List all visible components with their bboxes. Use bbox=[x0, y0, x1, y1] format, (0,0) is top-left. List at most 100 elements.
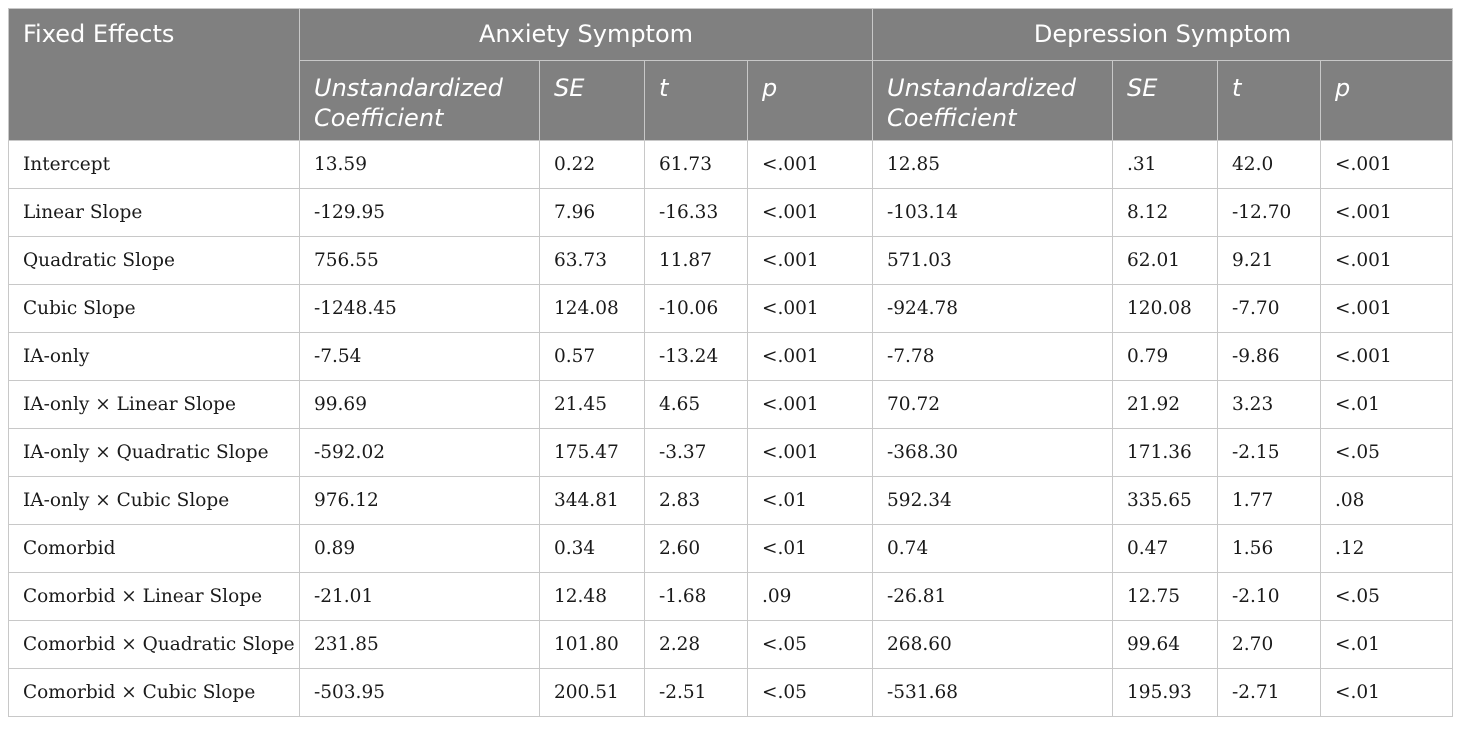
table-row: Quadratic Slope 756.55 63.73 11.87 <.001 571.… bbox=[8, 236, 1454, 285]
table-cell: 976.12 bbox=[299, 476, 540, 525]
table-cell: 0.74 bbox=[872, 524, 1114, 573]
table-cell: 61.73 bbox=[644, 140, 748, 189]
table-cell: 12.48 bbox=[539, 572, 645, 621]
row-label: IA-only × Cubic Slope bbox=[8, 476, 300, 525]
table-cell: 70.72 bbox=[872, 380, 1114, 429]
table-cell: -103.14 bbox=[872, 188, 1114, 237]
table-cell: 231.85 bbox=[299, 620, 540, 669]
table-cell: 2.28 bbox=[644, 620, 748, 669]
table-row: Comorbid × Cubic Slope -503.95 200.51 -2.51… bbox=[8, 668, 1454, 717]
table-cell: 0.47 bbox=[1112, 524, 1219, 573]
table-cell: <.001 bbox=[1320, 188, 1454, 237]
table-cell: -531.68 bbox=[872, 668, 1114, 717]
table-cell: <.001 bbox=[746, 284, 874, 333]
table-cell: 171.36 bbox=[1112, 428, 1219, 477]
table-cell: 7.96 bbox=[539, 188, 645, 237]
anxiety-symptom-header: Anxiety Symptom bbox=[298, 8, 874, 61]
table-cell: 21.45 bbox=[539, 380, 645, 429]
anxiety-se-header: SE bbox=[539, 60, 645, 141]
table-cell: <.001 bbox=[746, 188, 874, 237]
fixed-effects-table: Fixed Effects Anxiety Symptom Depression… bbox=[8, 8, 1454, 717]
table-cell: -13.24 bbox=[644, 332, 748, 381]
table-row: Cubic Slope -1248.45 124.08 -10.06 <.001 -924… bbox=[8, 284, 1454, 333]
table-cell: 335.65 bbox=[1112, 476, 1219, 525]
table-cell: -2.51 bbox=[644, 668, 748, 717]
table-cell: 12.75 bbox=[1112, 572, 1219, 621]
table-cell: -1248.45 bbox=[299, 284, 540, 333]
table-cell: -2.71 bbox=[1217, 668, 1322, 717]
table-cell: -3.37 bbox=[644, 428, 748, 477]
table-cell: 0.22 bbox=[539, 140, 645, 189]
table-cell: -129.95 bbox=[299, 188, 540, 237]
anxiety-p-header: p bbox=[746, 60, 874, 141]
table-cell: -26.81 bbox=[872, 572, 1114, 621]
row-label: Quadratic Slope bbox=[8, 236, 300, 285]
table-cell: 21.92 bbox=[1112, 380, 1219, 429]
table-cell: <.001 bbox=[1320, 332, 1454, 381]
table-row: IA-only × Cubic Slope 976.12 344.81 2.83 <.0… bbox=[8, 476, 1454, 525]
table-cell: 11.87 bbox=[644, 236, 748, 285]
table-cell: <.05 bbox=[746, 668, 874, 717]
table-cell: <.001 bbox=[746, 140, 874, 189]
table-cell: 195.93 bbox=[1112, 668, 1219, 717]
table-cell: -10.06 bbox=[644, 284, 748, 333]
table-cell: 268.60 bbox=[872, 620, 1114, 669]
table-cell: 62.01 bbox=[1112, 236, 1219, 285]
row-label: Linear Slope bbox=[8, 188, 300, 237]
depression-p-header: p bbox=[1320, 60, 1454, 141]
table-cell: <.001 bbox=[1320, 140, 1454, 189]
table-cell: <.01 bbox=[746, 476, 874, 525]
row-label: Comorbid × Quadratic Slope bbox=[8, 620, 300, 669]
table-cell: <.05 bbox=[1320, 572, 1454, 621]
table-cell: -16.33 bbox=[644, 188, 748, 237]
table-cell: .09 bbox=[746, 572, 874, 621]
table-cell: 42.0 bbox=[1217, 140, 1322, 189]
table-row: IA-only × Quadratic Slope -592.02 175.47 -3… bbox=[8, 428, 1454, 477]
anxiety-coefficient-header: Unstandardized Coefficient bbox=[299, 60, 540, 141]
table-cell: 12.85 bbox=[872, 140, 1114, 189]
table-row: Intercept 13.59 0.22 61.73 <.001 12.85.31 42.0… bbox=[8, 140, 1454, 189]
table-cell: <.05 bbox=[1320, 428, 1454, 477]
table-cell: 99.64 bbox=[1112, 620, 1219, 669]
table-cell: 99.69 bbox=[299, 380, 540, 429]
table-row: Comorbid 0.89 0.34 2.60 <.01 0.74 0.47 1.56.12 bbox=[8, 524, 1454, 573]
table-cell: 101.80 bbox=[539, 620, 645, 669]
table-cell: 756.55 bbox=[299, 236, 540, 285]
fixed-effects-header: Fixed Effects bbox=[8, 8, 300, 141]
row-label: Comorbid × Cubic Slope bbox=[8, 668, 300, 717]
row-label: IA-only bbox=[8, 332, 300, 381]
table-cell: 2.83 bbox=[644, 476, 748, 525]
table-cell: 200.51 bbox=[539, 668, 645, 717]
depression-coefficient-header: Unstandardized Coefficient bbox=[872, 60, 1114, 141]
anxiety-t-header: t bbox=[644, 60, 748, 141]
row-label: Cubic Slope bbox=[8, 284, 300, 333]
table-cell: <.001 bbox=[746, 428, 874, 477]
row-label: Comorbid × Linear Slope bbox=[8, 572, 300, 621]
table-row: Comorbid × Quadratic Slope 231.85 101.80 2.… bbox=[8, 620, 1454, 669]
table-cell: -924.78 bbox=[872, 284, 1114, 333]
table-cell: 8.12 bbox=[1112, 188, 1219, 237]
header-row-groups: Fixed Effects Anxiety Symptom Depression… bbox=[8, 8, 1454, 141]
table-cell: <.001 bbox=[1320, 284, 1454, 333]
table-row: Linear Slope -129.95 7.96 -16.33 <.001 -103.1… bbox=[8, 188, 1454, 237]
table-cell: 13.59 bbox=[299, 140, 540, 189]
table-cell: 1.77 bbox=[1217, 476, 1322, 525]
table-cell: 0.89 bbox=[299, 524, 540, 573]
header-row-subcolumns: Unstandardized Coefficient SE t p Unstan… bbox=[9, 60, 1454, 141]
table-cell: <.01 bbox=[746, 524, 874, 573]
table-cell: -21.01 bbox=[299, 572, 540, 621]
row-label: IA-only × Quadratic Slope bbox=[8, 428, 300, 477]
table-cell: 0.79 bbox=[1112, 332, 1219, 381]
table-cell: -2.10 bbox=[1217, 572, 1322, 621]
table-cell: -7.54 bbox=[299, 332, 540, 381]
table-cell: 344.81 bbox=[539, 476, 645, 525]
row-label: Comorbid bbox=[8, 524, 300, 573]
table-cell: -7.70 bbox=[1217, 284, 1322, 333]
table-row: Comorbid × Linear Slope -21.01 12.48 -1.68.… bbox=[8, 572, 1454, 621]
table-cell: .31 bbox=[1112, 140, 1219, 189]
table-cell: -9.86 bbox=[1217, 332, 1322, 381]
table-cell: -12.70 bbox=[1217, 188, 1322, 237]
table-row: IA-only × Linear Slope 99.69 21.45 4.65 <.00… bbox=[8, 380, 1454, 429]
table-cell: 0.57 bbox=[539, 332, 645, 381]
table-cell: 175.47 bbox=[539, 428, 645, 477]
